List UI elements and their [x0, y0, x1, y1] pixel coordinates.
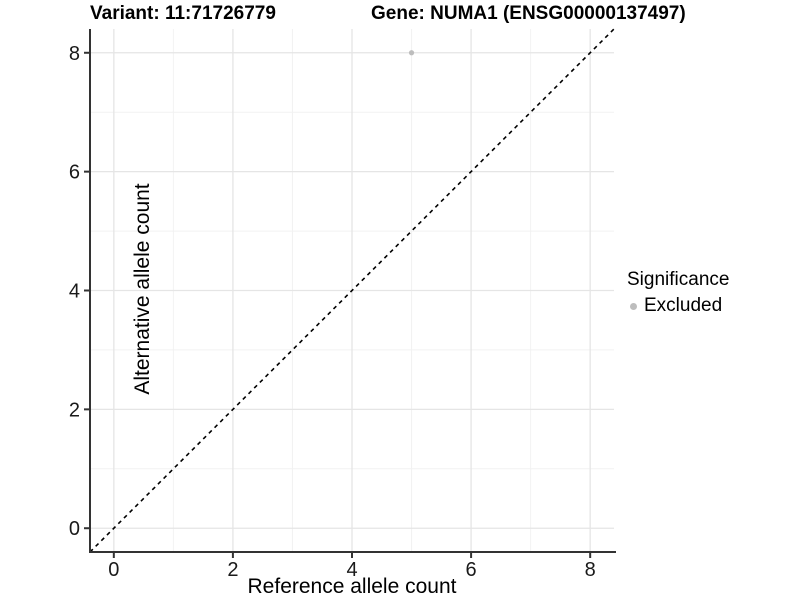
y-tick-label: 6 [69, 162, 80, 184]
legend-title: Significance [627, 269, 730, 290]
plot-title-gene: Gene: NUMA1 (ENSG00000137497) [371, 3, 686, 24]
identity-line [89, 28, 615, 553]
y-tick-label: 2 [69, 399, 80, 421]
legend: Significance Excluded [627, 269, 729, 317]
x-tick-label: 6 [466, 559, 477, 581]
y-tick-label: 8 [69, 43, 80, 65]
x-tick-label: 4 [346, 559, 357, 581]
y-tick-label: 4 [69, 281, 80, 303]
data-point [408, 50, 415, 56]
y-axis-title: Alternative allele count [131, 183, 154, 395]
x-axis-title: Reference allele count [247, 575, 457, 598]
x-tick-label: 2 [227, 559, 238, 581]
x-tick-label: 8 [585, 559, 596, 581]
x-tick-label: 0 [108, 559, 119, 581]
y-tick-label: 0 [69, 518, 80, 540]
legend-item-label: Excluded [644, 295, 723, 316]
plot-title-variant: Variant: 11:71726779 [90, 3, 276, 24]
excluded-point-icon [630, 302, 637, 310]
legend-item-excluded: Excluded [630, 295, 729, 317]
